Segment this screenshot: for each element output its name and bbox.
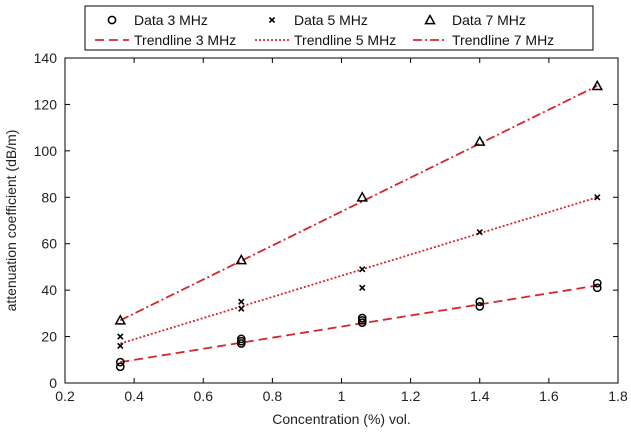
trendline (120, 196, 598, 345)
legend-item: Data 7 MHz (424, 12, 526, 28)
axis-ticks: 0.2 0.4 0.6 0.8 1 1.2 1.4 1.6 1.8 0 20 40 60 80 100 120… (34, 50, 628, 404)
legend-label: Trendline 7 MHz (452, 32, 554, 48)
x-marker-stroke (476, 228, 483, 236)
legend-label: Data 3 MHz (134, 12, 208, 28)
data-point-x (117, 333, 124, 340)
x-tick-label: 0.4 (124, 388, 144, 404)
x-tick-label: 0.8 (263, 388, 283, 404)
y-tick-label: 80 (41, 189, 57, 205)
data-point-triangle (235, 253, 248, 265)
legend-item: Trendline 5 MHz (255, 32, 396, 48)
y-tick-label: 0 (49, 375, 57, 391)
x-marker-stroke (238, 305, 245, 312)
y-tick-label: 60 (41, 236, 57, 252)
legend-item: Trendline 7 MHz (413, 32, 554, 48)
x-tick-label: 1.4 (470, 388, 490, 404)
x-tick-label: 1.2 (401, 388, 421, 404)
data-point-circle (592, 278, 602, 288)
legend-item: Data 3 MHz (107, 12, 208, 28)
legend-marker (424, 13, 436, 25)
x-marker-stroke (359, 266, 366, 273)
x-marker-stroke (238, 298, 245, 305)
data-point-x (238, 305, 245, 312)
x-marker-stroke (117, 333, 124, 340)
data-point-circle (592, 283, 602, 293)
legend-marker (107, 15, 117, 25)
data-point-triangle (114, 314, 127, 325)
data-points (114, 79, 604, 372)
data-point-x (359, 284, 366, 291)
data-point-circle (357, 318, 367, 327)
data-point-triangle (473, 135, 486, 146)
y-axis-title: attenuation coefficient (dB/m) (3, 130, 19, 312)
data-point-x (476, 228, 483, 236)
legend-item: Trendline 3 MHz (95, 32, 236, 48)
data-point-circle (475, 297, 485, 307)
data-point-circle (236, 339, 246, 348)
legend-box (84, 5, 594, 51)
data-point-circle (115, 357, 125, 367)
data-point-x (238, 298, 245, 305)
data-point-triangle (591, 79, 604, 91)
trendline (119, 85, 598, 322)
x-tick-label: 1.6 (539, 388, 559, 404)
x-marker-stroke (117, 342, 124, 350)
y-tick-label: 120 (34, 96, 58, 112)
x-axis-title: Concentration (%) vol. (272, 411, 411, 427)
y-tick-label: 20 (41, 329, 57, 345)
x-marker-stroke (268, 16, 276, 24)
data-point-circle (475, 302, 485, 311)
data-point-x (359, 266, 366, 273)
legend-label: Trendline 3 MHz (134, 32, 236, 48)
y-tick-label: 140 (34, 50, 58, 66)
data-point-x (117, 342, 124, 350)
legend-marker (268, 16, 276, 24)
x-tick-label: 0.6 (194, 388, 214, 404)
x-tick-label: 1 (338, 388, 346, 404)
data-point-triangle (356, 191, 369, 202)
x-tick-label: 0.2 (55, 388, 75, 404)
x-marker-stroke (594, 194, 601, 201)
legend-label: Data 7 MHz (452, 12, 526, 28)
x-tick-label: 1.8 (608, 388, 628, 404)
y-tick-label: 40 (41, 282, 57, 298)
data-point-circle (115, 362, 125, 372)
x-marker-stroke (359, 284, 366, 291)
data-point-x (594, 194, 601, 201)
legend: Data 3 MHz Data 5 MHz Data 7 MHz Trendline … (84, 5, 594, 51)
y-tick-label: 100 (34, 143, 58, 159)
legend-item: Data 5 MHz (268, 12, 368, 28)
legend-label: Data 5 MHz (294, 12, 368, 28)
legend-label: Trendline 5 MHz (294, 32, 396, 48)
